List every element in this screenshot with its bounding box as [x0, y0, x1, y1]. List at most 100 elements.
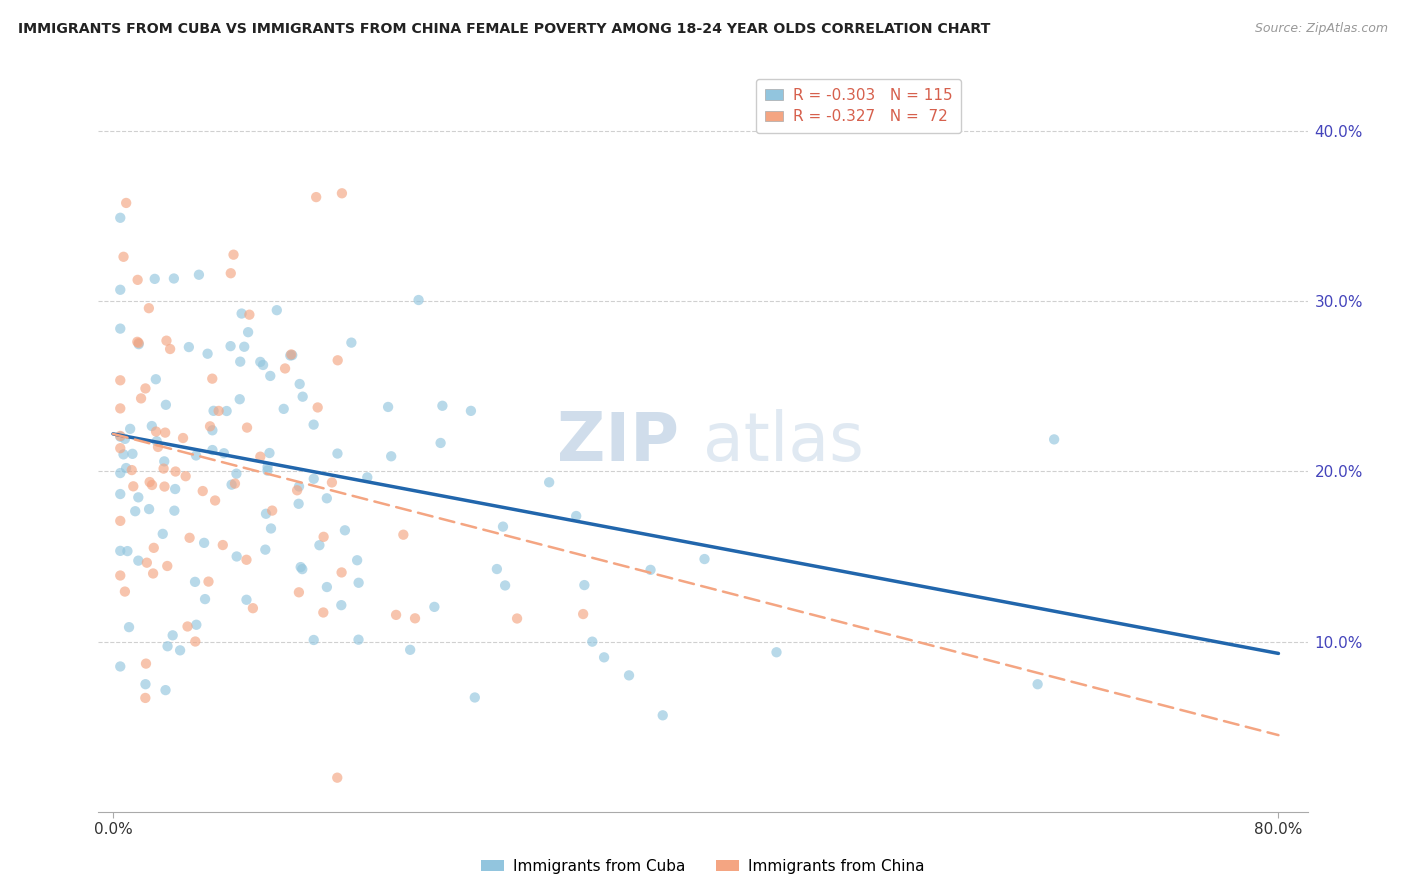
Point [120, 422, 142, 436]
Point [215, 404, 238, 418]
Point [135, 657, 157, 671]
Point [308, 538, 330, 552]
Point [127, 554, 149, 568]
Point [565, 508, 588, 523]
Point [201, 372, 224, 386]
Point [231, 307, 253, 321]
Point [485, 562, 508, 576]
Point [1043, 433, 1066, 447]
Point [506, 611, 529, 625]
Point [229, 392, 252, 407]
Point [302, 417, 325, 432]
Point [281, 348, 304, 362]
Point [249, 355, 271, 369]
Point [184, 634, 207, 648]
Text: IMMIGRANTS FROM CUBA VS IMMIGRANTS FROM CHINA FEMALE POVERTY AMONG 18-24 YEAR OL: IMMIGRANTS FROM CUBA VS IMMIGRANTS FROM … [18, 22, 991, 37]
Point [574, 578, 596, 592]
Point [201, 443, 224, 458]
Point [169, 643, 191, 657]
Point [651, 708, 673, 723]
Point [222, 248, 245, 262]
Point [211, 538, 233, 552]
Point [305, 190, 328, 204]
Point [193, 536, 215, 550]
Point [127, 491, 149, 505]
Point [110, 487, 132, 501]
Point [118, 620, 141, 634]
Point [110, 211, 132, 225]
Point [291, 390, 314, 404]
Point [110, 321, 132, 335]
Point [110, 441, 132, 455]
Text: atlas: atlas [703, 409, 863, 475]
Point [423, 599, 446, 614]
Point [129, 392, 152, 406]
Point [326, 771, 349, 785]
Point [110, 544, 132, 558]
Point [115, 196, 138, 211]
Point [184, 574, 207, 589]
Point [330, 186, 353, 201]
Point [254, 507, 277, 521]
Point [408, 293, 430, 307]
Point [134, 677, 156, 691]
Point [197, 574, 219, 589]
Point [225, 467, 247, 481]
Point [191, 484, 214, 499]
Point [145, 425, 167, 439]
Point [110, 430, 132, 444]
Point [110, 283, 132, 297]
Point [110, 568, 132, 582]
Point [141, 419, 163, 434]
Point [159, 342, 181, 356]
Point [593, 650, 616, 665]
Point [208, 404, 231, 418]
Point [141, 478, 163, 492]
Point [259, 446, 281, 460]
Point [152, 461, 174, 475]
Point [302, 472, 325, 486]
Point [163, 271, 186, 285]
Point [288, 585, 311, 599]
Point [110, 466, 132, 480]
Point [155, 334, 177, 348]
Point [194, 592, 217, 607]
Point [693, 552, 716, 566]
Point [290, 560, 312, 574]
Point [122, 479, 145, 493]
Point [432, 399, 454, 413]
Point [291, 562, 314, 576]
Point [153, 425, 176, 440]
Point [224, 476, 246, 491]
Point [146, 440, 169, 454]
Point [134, 690, 156, 705]
Point [249, 450, 271, 464]
Point [134, 381, 156, 395]
Point [212, 446, 235, 460]
Point [153, 454, 176, 468]
Point [121, 463, 143, 477]
Point [333, 524, 356, 538]
Point [494, 578, 516, 592]
Point [219, 339, 242, 353]
Point [143, 272, 166, 286]
Point [114, 584, 136, 599]
Point [235, 592, 257, 607]
Point [236, 325, 259, 339]
Point [156, 639, 179, 653]
Point [347, 632, 370, 647]
Point [225, 549, 247, 564]
Point [121, 447, 143, 461]
Point [1026, 677, 1049, 691]
Point [115, 461, 138, 475]
Point [260, 521, 283, 535]
Point [307, 401, 329, 415]
Point [135, 556, 157, 570]
Point [138, 475, 160, 489]
Point [229, 354, 252, 368]
Point [254, 542, 277, 557]
Point [138, 502, 160, 516]
Point [176, 619, 198, 633]
Point [326, 353, 349, 368]
Point [617, 668, 640, 682]
